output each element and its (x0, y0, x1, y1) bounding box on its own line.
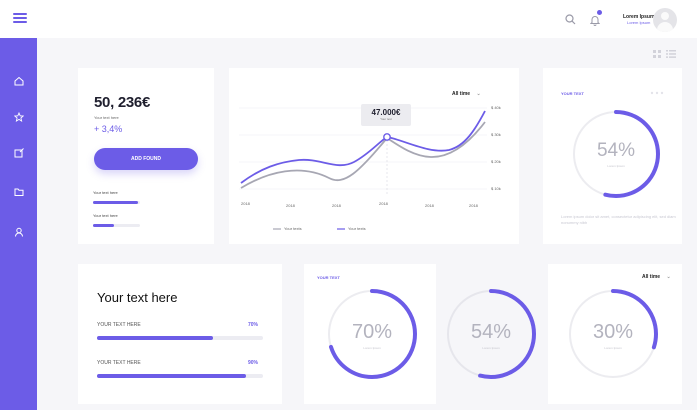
progress-value: 90% (248, 360, 259, 366)
tooltip-label: Your text (380, 117, 392, 121)
user-subtitle-link[interactable]: Lorem Ipsum (627, 20, 651, 25)
gauge-arc (327, 289, 417, 379)
y-tick-label: $ 20k (491, 159, 501, 164)
progress-fill (97, 374, 247, 378)
gauge: 54% Lorem Ipsum (445, 288, 537, 380)
gauge-sublabel: Lorem Ipsum (607, 164, 625, 168)
add-found-button[interactable]: ADD FOUND (94, 148, 198, 170)
bell-icon[interactable] (589, 10, 602, 31)
chevron-down-icon: ⌄ (666, 274, 671, 280)
gauge-arc (572, 110, 660, 198)
legend-item: Your texts (284, 226, 302, 231)
x-tick-label: 2018 (379, 201, 388, 206)
notification-dot (597, 10, 602, 15)
chart-tooltip: 47.000€ Your text (361, 104, 411, 126)
sidebar-item-profile[interactable] (11, 224, 26, 239)
sidebar-item-edit[interactable] (11, 145, 26, 160)
avatar[interactable] (653, 8, 677, 32)
gauge-percent: 70% (351, 321, 393, 343)
gauge-percent: 30% (592, 321, 634, 343)
time-filter-label: All time (452, 91, 471, 97)
stat-row-fill (93, 224, 115, 227)
gauge-sublabel: Lorem Ipsum (604, 346, 622, 350)
stat-row-track (93, 224, 140, 227)
y-tick-label: $ 10k (491, 186, 501, 191)
growth-value: + 3,4% (94, 124, 123, 134)
gauge-card: All time ⌄ 30% Lorem Ipsum (548, 264, 682, 404)
y-tick-label: $ 40k (491, 105, 501, 110)
x-tick-label: 2018 (469, 203, 478, 208)
stat-row-label: Your text here (93, 213, 118, 218)
gauge-row-heading: YOUR TEXT (317, 275, 340, 280)
star-icon (13, 111, 24, 122)
gauge: 54% Lorem Ipsum (570, 108, 662, 200)
gauge-arc (568, 289, 658, 379)
gauge-ring (572, 110, 660, 198)
stat-row-fill (93, 201, 138, 204)
y-tick-label: $ 30k (491, 132, 501, 137)
line-chart (239, 107, 487, 230)
balance-label: Your text here (94, 115, 119, 120)
gauge-ring (446, 289, 536, 379)
time-filter-dropdown[interactable]: All time ⌄ (452, 91, 481, 97)
gauge-percent: 54% (596, 140, 636, 161)
x-tick-label: 2018 (425, 203, 434, 208)
gauge-ring (327, 289, 417, 379)
x-tick-label: 2018 (241, 201, 250, 206)
menu-icon[interactable] (13, 13, 27, 23)
sidebar (0, 38, 37, 410)
time-filter-dropdown[interactable]: All time ⌄ (642, 274, 671, 280)
grid-view-icon[interactable] (653, 50, 661, 58)
hover-point (383, 133, 391, 141)
sidebar-item-favorites[interactable] (11, 109, 26, 124)
progress-label: YOUR TEXT HERE (97, 360, 141, 366)
gauge: 70% Lorem Ipsum (326, 288, 418, 380)
gauge-ring (568, 289, 658, 379)
view-toggle (653, 50, 676, 58)
folder-icon (14, 188, 23, 196)
gauge-card: YOUR TEXT 54% Lorem Ipsum Lorem ipsum do… (543, 68, 682, 244)
gauge: 30% Lorem Ipsum (567, 288, 659, 380)
gauge-card-body: Lorem ipsum dolor sit amet, consectetur … (561, 214, 676, 225)
gauge-sublabel: Lorem Ipsum (482, 346, 500, 350)
gauge-arc (446, 289, 536, 379)
top-bar: Lorem Ipsum Lorem Ipsum (0, 0, 697, 38)
progress-value: 70% (248, 322, 259, 328)
gauge-sublabel: Lorem Ipsum (363, 346, 381, 350)
series-line-secondary (240, 121, 486, 189)
tooltip-value: 47.000€ (371, 108, 401, 117)
progress-fill (97, 336, 214, 340)
gauge-card-heading: YOUR TEXT (561, 91, 584, 96)
stats-card: 50, 236€ Your text here + 3,4% ADD FOUND… (78, 68, 214, 244)
progress-card: Your text here YOUR TEXT HERE 70% YOUR T… (78, 264, 282, 404)
stat-row-label: Your text here (93, 190, 118, 195)
x-tick-label: 2018 (286, 203, 295, 208)
user-name[interactable]: Lorem Ipsum (623, 14, 655, 20)
balance-value: 50, 236€ (94, 94, 150, 111)
gauge-card: YOUR TEXT 70% Lorem Ipsum (304, 264, 436, 404)
x-tick-label: 2018 (332, 203, 341, 208)
progress-track (97, 336, 263, 340)
stat-row-track (93, 201, 140, 204)
legend-item: Your texts (348, 226, 366, 231)
chevron-down-icon: ⌄ (476, 91, 481, 97)
progress-label: YOUR TEXT HERE (97, 322, 141, 328)
series-line-primary (240, 110, 486, 184)
sidebar-item-home[interactable] (11, 73, 26, 88)
home-icon (14, 76, 23, 85)
search-icon[interactable] (565, 12, 576, 30)
time-filter-label: All time (642, 274, 661, 280)
list-view-icon[interactable] (666, 50, 676, 58)
user-icon (14, 227, 23, 237)
line-chart-card: All time ⌄ 47.000€ Your text $ 40k $ 30k… (229, 68, 519, 244)
gauge-percent: 54% (470, 321, 512, 343)
more-icon[interactable] (649, 90, 665, 96)
progress-card-title: Your text here (97, 290, 178, 305)
progress-track (97, 374, 263, 378)
sidebar-item-folder[interactable] (11, 184, 26, 199)
edit-icon (14, 147, 24, 157)
